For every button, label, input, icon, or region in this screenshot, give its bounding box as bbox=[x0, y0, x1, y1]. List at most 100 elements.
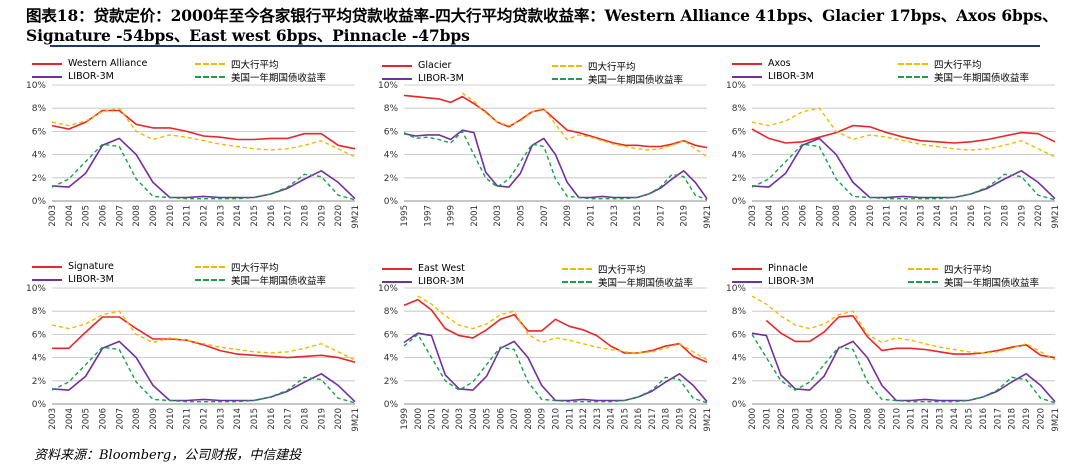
x-tick-label: 2013 bbox=[916, 205, 926, 227]
x-tick-label: 2003 bbox=[48, 408, 58, 430]
series-line-bank bbox=[751, 124, 1056, 144]
y-tick-label: 10% bbox=[26, 284, 46, 294]
legend-swatch bbox=[908, 280, 938, 283]
x-tick-label: 2009 bbox=[149, 205, 159, 227]
y-tick-label: 8% bbox=[732, 307, 747, 317]
x-tick-label: 2004 bbox=[765, 205, 775, 227]
x-tick-label: 2007 bbox=[115, 408, 125, 430]
legend-swatch bbox=[195, 278, 225, 281]
x-tick-label: 9M21 bbox=[1051, 408, 1061, 432]
legend-swatch bbox=[195, 265, 225, 268]
chart-panel-east-west: 0% 2% 4% 6% 8% 10% 1999 2000 2001 2002 2003 2004 200… bbox=[372, 258, 717, 448]
x-tick-label: 2005 bbox=[517, 205, 527, 227]
x-tick-label: 9M21 bbox=[703, 205, 713, 229]
x-tick-label: 2010 bbox=[552, 408, 562, 430]
series-line-libor bbox=[403, 332, 708, 403]
legend-swatch bbox=[732, 75, 762, 78]
x-tick-label: 2010 bbox=[866, 205, 876, 227]
legend-label: 四大行平均 bbox=[934, 59, 982, 71]
x-tick-label: 2019 bbox=[675, 408, 685, 430]
x-tick-label: 2005 bbox=[483, 408, 493, 430]
x-tick-label: 2017 bbox=[984, 205, 994, 227]
legend-label: 美国一年期国债收益率 bbox=[934, 72, 1030, 84]
x-tick-label: 2016 bbox=[967, 205, 977, 227]
x-tick-label: 2010 bbox=[892, 408, 902, 430]
y-tick-label: 4% bbox=[732, 151, 747, 161]
legend-item-treasury: 美国一年期国债收益率 bbox=[908, 275, 1039, 289]
y-tick-label: 10% bbox=[726, 284, 746, 294]
x-tick-label: 9M21 bbox=[351, 205, 361, 229]
legend-item-bank: East West bbox=[382, 262, 465, 275]
x-tick-label: 2009 bbox=[563, 205, 573, 227]
y-tick-label: 0% bbox=[732, 400, 747, 410]
series-line-big4 bbox=[51, 310, 356, 361]
legend-label: LIBOR-3M bbox=[418, 73, 464, 84]
x-tick-label: 2003 bbox=[791, 408, 801, 430]
series-line-libor bbox=[51, 340, 356, 403]
y-tick-label: 4% bbox=[384, 151, 399, 161]
x-tick-label: 2002 bbox=[441, 408, 451, 430]
legend-swatch bbox=[195, 62, 225, 65]
y-tick-label: 0% bbox=[384, 400, 399, 410]
x-tick-label: 9M21 bbox=[1051, 205, 1061, 229]
y-tick-label: 8% bbox=[384, 307, 399, 317]
chart-panel-western-alliance: 0% 2% 4% 6% 8% 10% 2003 2004 2005 2006 2007 2008 200… bbox=[20, 55, 365, 245]
x-tick-label: 2014 bbox=[607, 408, 617, 430]
legend-item-treasury: 美国一年期国债收益率 bbox=[562, 275, 693, 289]
legend-label: Glacier bbox=[418, 60, 452, 71]
chart-svg-signature: 0% 2% 4% 6% 8% 10% 2003 2004 2005 2006 2007 2008 200… bbox=[26, 284, 361, 432]
legend-item-libor: LIBOR-3M bbox=[382, 275, 464, 288]
series-line-libor bbox=[403, 129, 708, 200]
x-tick-label: 2012 bbox=[579, 408, 589, 430]
x-tick-label: 2016 bbox=[267, 408, 277, 430]
x-tick-label: 2011 bbox=[883, 205, 893, 227]
legend-swatch bbox=[562, 280, 592, 283]
x-tick-label: 2008 bbox=[132, 408, 142, 430]
legend-swatch bbox=[562, 267, 592, 270]
legend-swatch bbox=[382, 77, 412, 80]
legend-swatch bbox=[32, 75, 62, 78]
x-tick-label: 2012 bbox=[921, 408, 931, 430]
y-tick-label: 6% bbox=[384, 330, 399, 340]
x-tick-label: 2008 bbox=[132, 205, 142, 227]
y-tick-label: 6% bbox=[732, 330, 747, 340]
series-line-big4 bbox=[751, 107, 1056, 158]
source-note: 资料来源：Bloomberg，公司财报，中信建投 bbox=[34, 448, 302, 463]
x-tick-label: 2002 bbox=[777, 408, 787, 430]
x-tick-label: 2018 bbox=[1008, 408, 1018, 430]
legend: Signature 四大行平均 LIBOR-3M 美国一年期国债收益率 bbox=[20, 258, 365, 288]
legend-item-treasury: 美国一年期国债收益率 bbox=[195, 273, 326, 287]
figure-title: 图表18：贷款定价：2000年至今各家银行平均贷款收益率-四大行平均贷款收益率：… bbox=[26, 6, 1058, 45]
x-tick-label: 2006 bbox=[835, 408, 845, 430]
y-tick-label: 0% bbox=[32, 400, 47, 410]
x-tick-label: 2006 bbox=[99, 205, 109, 227]
legend: Axos 四大行平均 LIBOR-3M 美国一年期国债收益率 bbox=[720, 55, 1065, 85]
x-tick-label: 2006 bbox=[99, 408, 109, 430]
series-line-libor bbox=[751, 332, 1056, 403]
y-tick-label: 10% bbox=[26, 81, 46, 91]
chart-panel-signature: 0% 2% 4% 6% 8% 10% 2003 2004 2005 2006 2007 2008 200… bbox=[20, 258, 365, 448]
legend: East West 四大行平均 LIBOR-3M 美国一年期国债收益率 bbox=[372, 258, 717, 289]
y-tick-label: 0% bbox=[732, 197, 747, 207]
x-tick-label: 2015 bbox=[633, 205, 643, 227]
x-tick-label: 2012 bbox=[200, 205, 210, 227]
x-tick-label: 2018 bbox=[301, 205, 311, 227]
x-tick-label: 2016 bbox=[267, 205, 277, 227]
x-tick-label: 2011 bbox=[183, 205, 193, 227]
series-line-treasury bbox=[403, 130, 708, 201]
legend-swatch bbox=[195, 75, 225, 78]
y-tick-label: 6% bbox=[384, 127, 399, 137]
x-tick-label: 1997 bbox=[423, 205, 433, 227]
legend-item-big4: 四大行平均 bbox=[898, 57, 982, 71]
chart-svg-western-alliance: 0% 2% 4% 6% 8% 10% 2003 2004 2005 2006 2007 2008 200… bbox=[26, 81, 361, 229]
legend-item-big4: 四大行平均 bbox=[195, 260, 279, 274]
legend-label: LIBOR-3M bbox=[418, 276, 464, 287]
x-tick-label: 2013 bbox=[610, 205, 620, 227]
x-tick-label: 2018 bbox=[301, 408, 311, 430]
y-tick-label: 2% bbox=[732, 377, 747, 387]
series-line-bank bbox=[51, 109, 356, 150]
legend-swatch bbox=[908, 267, 938, 270]
y-tick-label: 4% bbox=[32, 354, 47, 364]
x-tick-label: 2000 bbox=[748, 408, 758, 430]
x-tick-label: 2020 bbox=[334, 205, 344, 227]
